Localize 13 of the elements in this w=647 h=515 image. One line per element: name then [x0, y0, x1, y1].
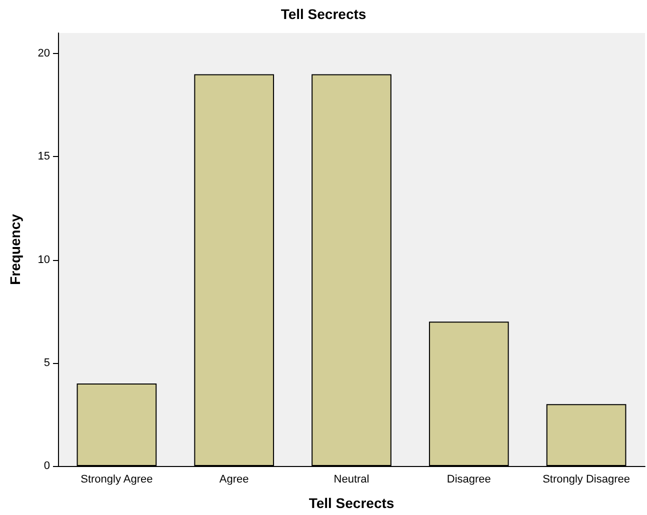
y-tick-label: 10 [38, 254, 50, 266]
x-tick-label: Disagree [446, 474, 491, 486]
x-tick-label: Strongly Disagree [542, 474, 630, 486]
y-axis-title: Frequency [7, 214, 23, 285]
x-tick-label: Neutral [334, 474, 370, 486]
y-tick-label: 5 [44, 356, 50, 369]
x-axis-title: Tell Secrects [308, 495, 394, 511]
y-tick-label: 15 [38, 150, 50, 163]
x-tick-label: Agree [219, 474, 249, 486]
y-tick-label: 20 [38, 48, 50, 60]
x-tick-label: Strongly Agree [80, 474, 153, 486]
y-tick-label: 0 [44, 460, 50, 472]
chart-title: Tell Secrects [280, 6, 366, 22]
